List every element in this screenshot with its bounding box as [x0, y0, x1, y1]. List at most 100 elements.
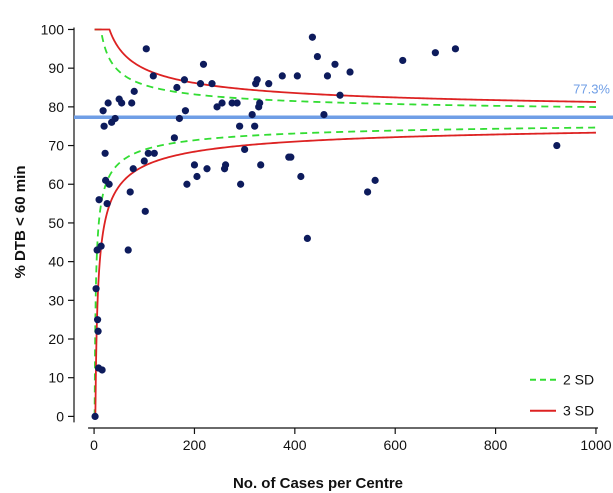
data-point — [320, 110, 328, 119]
data-point — [253, 76, 261, 84]
data-point — [371, 176, 379, 184]
data-point — [251, 122, 259, 130]
data-point — [111, 114, 119, 123]
legend: 2 SD 3 SD — [530, 372, 594, 419]
data-point — [142, 45, 150, 53]
x-tick-label: 200 — [183, 437, 207, 453]
y-tick-label: 10 — [48, 370, 64, 386]
data-point — [150, 149, 158, 157]
data-point — [287, 153, 295, 161]
y-tick-label: 80 — [48, 99, 64, 115]
mean-label: 77.3% — [573, 81, 610, 96]
data-point — [149, 72, 157, 80]
data-point — [128, 99, 136, 107]
data-point — [141, 207, 149, 215]
y-axis-title: % DTB < 60 min — [12, 166, 29, 279]
data-point — [126, 188, 134, 196]
data-point — [193, 172, 201, 181]
data-point — [100, 122, 108, 130]
data-point — [105, 180, 113, 188]
data-point — [451, 45, 460, 53]
data-point — [303, 234, 311, 243]
data-point — [93, 316, 102, 324]
data-point — [346, 68, 354, 76]
data-point — [180, 76, 189, 84]
data-point — [431, 49, 439, 57]
data-point — [103, 199, 111, 208]
data-point — [331, 60, 339, 68]
data-point — [170, 134, 178, 142]
y-tick-label: 50 — [48, 215, 64, 231]
y-tick-label: 0 — [56, 408, 64, 424]
y-tick-label: 70 — [48, 138, 64, 154]
data-point — [553, 141, 561, 150]
data-point — [99, 107, 107, 115]
data-point — [124, 246, 132, 254]
data-point — [278, 72, 286, 80]
data-point — [208, 80, 216, 88]
data-points — [91, 33, 561, 420]
x-tick-label: 800 — [484, 437, 508, 453]
data-point — [233, 99, 241, 107]
data-point — [101, 149, 109, 157]
data-point — [129, 165, 137, 173]
data-point — [221, 161, 230, 169]
data-point — [173, 83, 181, 92]
y-tick-label: 90 — [48, 60, 64, 76]
mean-line: 77.3% — [74, 81, 613, 120]
data-point — [190, 161, 199, 169]
data-point — [98, 366, 106, 374]
data-point — [104, 99, 112, 107]
data-point — [140, 157, 148, 165]
data-point — [183, 180, 191, 188]
control-limits — [93, 28, 596, 418]
data-point — [181, 107, 190, 115]
x-tick-label: 400 — [283, 437, 307, 453]
y-tick-label: 40 — [48, 254, 64, 270]
data-point — [118, 99, 126, 107]
2sd-lower-limit — [93, 126, 596, 417]
data-point — [313, 52, 322, 61]
3sd-lower-limit — [94, 131, 596, 418]
data-point — [175, 114, 183, 123]
data-point — [199, 60, 208, 68]
x-axis-title: No. of Cases per Centre — [233, 475, 403, 492]
data-point — [144, 149, 152, 157]
data-point — [241, 145, 249, 154]
data-point — [213, 103, 221, 111]
data-point — [95, 196, 103, 204]
legend-label-2sd: 2 SD — [563, 372, 594, 388]
y-tick-label: 100 — [41, 21, 65, 37]
data-point — [237, 180, 245, 188]
data-point — [256, 99, 264, 107]
3sd-upper-limit — [94, 28, 596, 103]
data-point — [203, 165, 211, 173]
data-point — [323, 72, 332, 80]
y-tick-label: 20 — [48, 331, 64, 347]
data-point — [91, 412, 99, 420]
data-point — [228, 99, 236, 107]
data-point — [130, 87, 138, 95]
data-point — [218, 99, 226, 107]
x-tick-label: 0 — [90, 437, 98, 453]
data-point — [257, 161, 265, 169]
data-point — [399, 56, 407, 65]
y-tick-label: 30 — [48, 292, 64, 308]
data-point — [94, 327, 102, 335]
data-point — [236, 122, 244, 130]
data-point — [293, 72, 301, 80]
data-point — [97, 242, 105, 250]
data-point — [364, 188, 372, 196]
data-point — [196, 80, 205, 88]
y-tick-label: 60 — [48, 176, 64, 192]
data-point — [248, 110, 256, 119]
data-point — [308, 33, 316, 41]
legend-label-3sd: 3 SD — [563, 403, 594, 419]
data-point — [265, 80, 273, 88]
data-point — [297, 172, 305, 181]
x-tick-label: 600 — [384, 437, 408, 453]
x-tick-label: 1000 — [580, 437, 611, 453]
data-point — [336, 91, 344, 99]
